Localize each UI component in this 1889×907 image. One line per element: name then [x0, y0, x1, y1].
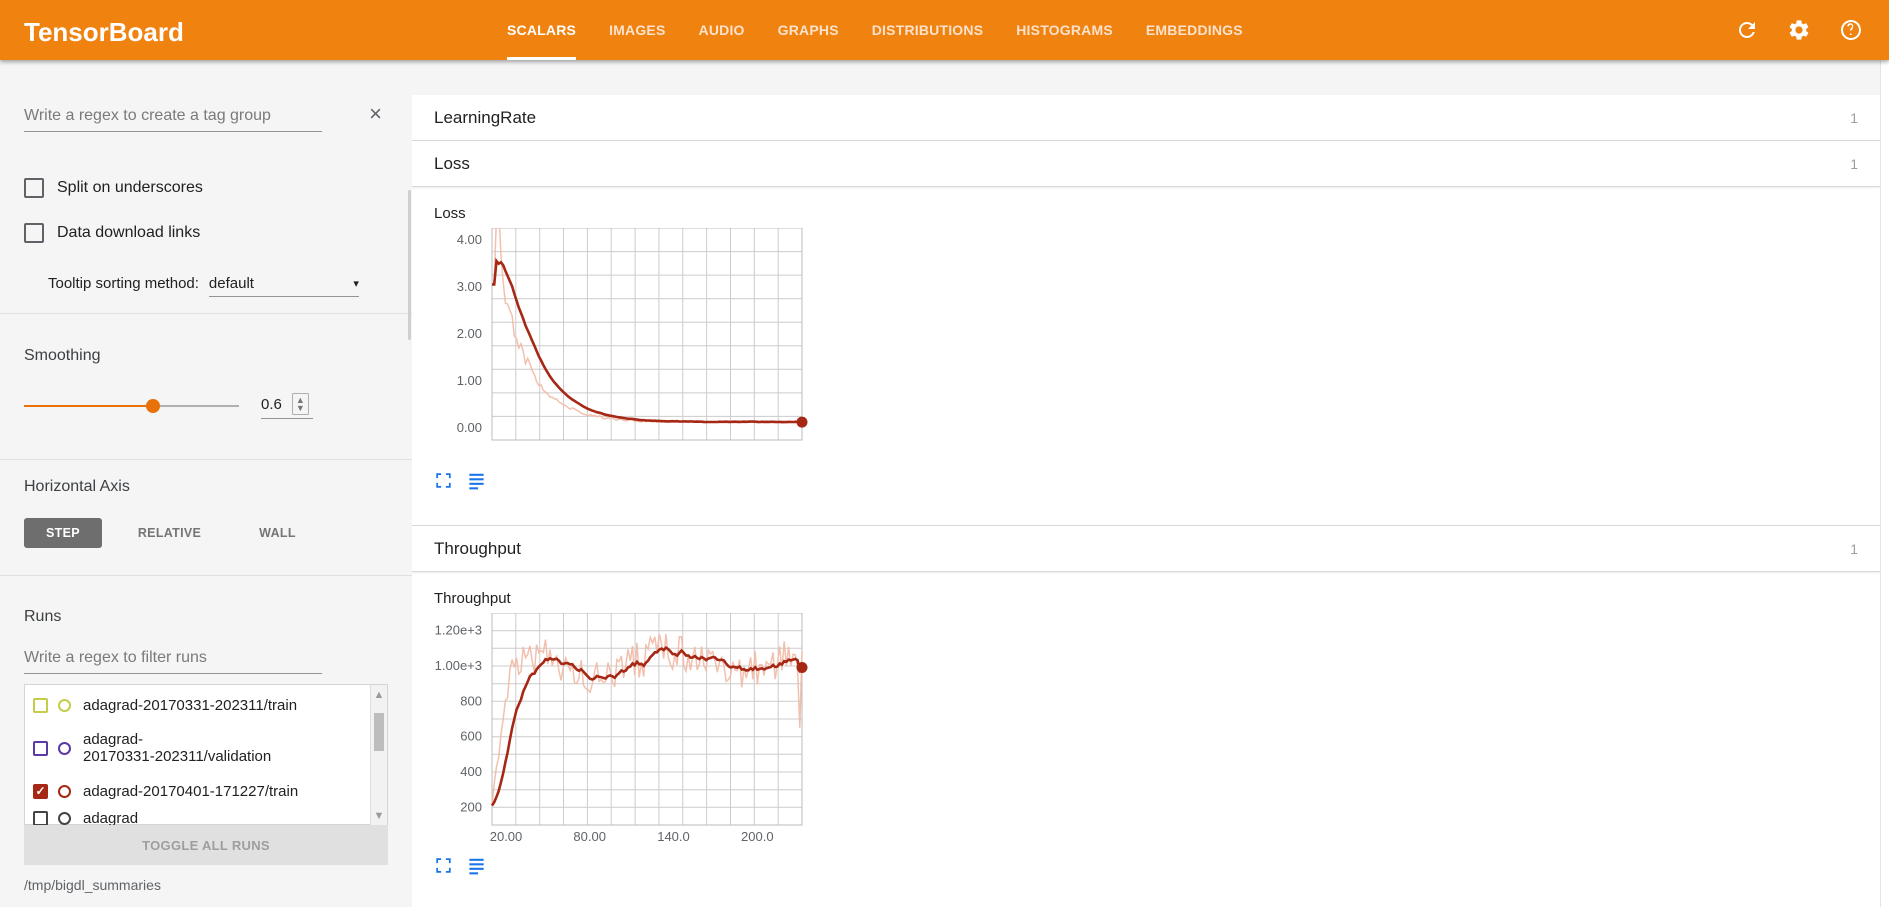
svg-text:20.00: 20.00	[490, 829, 523, 844]
svg-text:1.00: 1.00	[457, 373, 482, 388]
svg-text:3.00: 3.00	[457, 279, 482, 294]
svg-text:2.00: 2.00	[457, 326, 482, 341]
svg-text:140.0: 140.0	[657, 829, 690, 844]
svg-text:4.00: 4.00	[457, 232, 482, 247]
svg-text:200.0: 200.0	[741, 829, 774, 844]
svg-text:1.20e+3: 1.20e+3	[435, 623, 482, 638]
svg-text:600: 600	[460, 729, 482, 744]
svg-text:0.00: 0.00	[457, 420, 482, 435]
svg-text:200: 200	[460, 799, 482, 814]
svg-text:800: 800	[460, 693, 482, 708]
svg-text:1.00e+3: 1.00e+3	[435, 658, 482, 673]
svg-text:80.00: 80.00	[573, 829, 606, 844]
svg-text:400: 400	[460, 764, 482, 779]
